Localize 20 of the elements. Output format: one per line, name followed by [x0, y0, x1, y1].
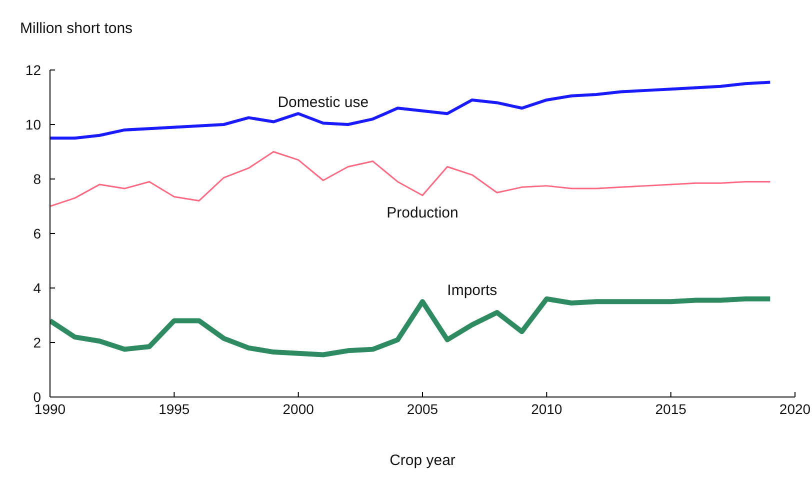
x-tick-label: 2005: [406, 400, 438, 417]
series-label: Imports: [447, 282, 498, 299]
y-tick-label: 8: [33, 170, 42, 187]
y-tick-label: 4: [33, 280, 42, 296]
y-tick-label: 10: [25, 116, 42, 132]
x-tick-label: 2010: [531, 400, 562, 417]
series-label: Domestic use: [278, 94, 369, 112]
x-tick-label: 2015: [655, 400, 687, 417]
x-tick-label: 2020: [779, 400, 811, 417]
x-tick-label: 2000: [282, 400, 314, 417]
y-tick-label: 12: [25, 62, 42, 78]
x-axis-title: Crop year: [388, 452, 456, 469]
x-tick-label: 1995: [158, 400, 190, 417]
line-series: [50, 151, 771, 207]
y-tick-label: 0: [33, 388, 42, 405]
y-axis-title: Million short tons: [20, 20, 133, 37]
series-label: Production: [386, 204, 458, 222]
y-tick-label: 6: [33, 225, 42, 242]
y-tick-label: 2: [33, 334, 42, 350]
line-series: [50, 80, 772, 140]
